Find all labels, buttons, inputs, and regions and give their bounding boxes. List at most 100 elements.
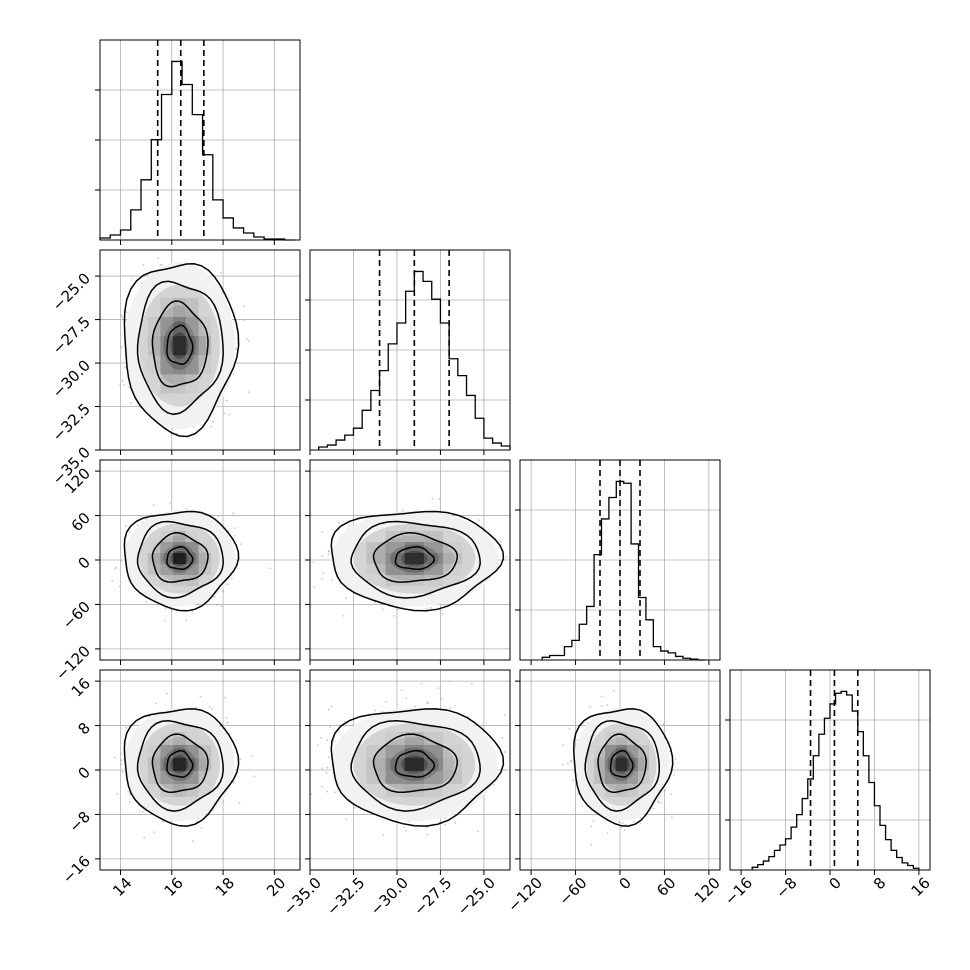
sample-point: [185, 507, 188, 510]
sample-point: [431, 497, 434, 500]
sample-point: [668, 750, 671, 752]
density-bin: [626, 731, 638, 745]
density-bin: [366, 553, 386, 565]
sample-point: [226, 583, 229, 586]
y-tick-label: −25.0: [49, 269, 94, 314]
sample-point: [353, 807, 356, 809]
sample-point: [439, 609, 442, 612]
x-tick-label: −32.5: [323, 874, 368, 919]
density-bin: [385, 770, 405, 784]
sample-point: [223, 412, 226, 415]
contour-line: [123, 708, 240, 827]
scatter-panel: [519, 669, 721, 871]
sample-point: [562, 744, 564, 746]
sample-point: [156, 257, 159, 260]
density-bin: [366, 757, 386, 771]
sample-point: [213, 596, 216, 598]
sample-point: [233, 527, 236, 529]
sample-point: [233, 534, 236, 537]
sample-point: [139, 515, 142, 518]
density-bin: [423, 542, 444, 554]
sample-point: [113, 756, 116, 759]
x-tick-label: 18: [212, 874, 238, 900]
density-bin: [185, 783, 199, 797]
sample-point: [441, 613, 444, 615]
sample-point: [125, 311, 128, 313]
y-tick-label: 0: [75, 553, 94, 572]
contour-line: [136, 720, 224, 812]
density-bin: [147, 542, 161, 554]
sample-point: [118, 585, 121, 588]
sample-point: [403, 826, 405, 829]
sample-point: [161, 821, 164, 823]
density-bin: [185, 374, 199, 394]
y-tick-label: 16: [68, 674, 94, 700]
x-tick-label: −120: [504, 874, 546, 916]
histogram-panel: [515, 459, 721, 661]
sample-point: [402, 509, 404, 511]
sample-point: [153, 831, 156, 834]
sample-point: [191, 610, 194, 613]
sample-point: [493, 783, 495, 786]
sample-point: [210, 240, 212, 242]
density-bin: [185, 355, 199, 375]
sample-point: [195, 706, 198, 709]
density-bin: [185, 316, 199, 337]
sample-point: [120, 560, 122, 563]
x-tick-label: −27.5: [410, 874, 455, 919]
sample-point: [670, 793, 673, 795]
sample-point: [405, 829, 407, 832]
density-bin: [366, 770, 386, 784]
density-bin: [160, 744, 174, 758]
sample-point: [321, 578, 324, 580]
sample-point: [590, 843, 593, 846]
sample-point: [220, 271, 223, 274]
sample-point: [233, 781, 235, 784]
sample-point: [326, 790, 329, 793]
density-bin: [385, 783, 405, 797]
sample-point: [405, 697, 408, 700]
sample-point: [141, 810, 144, 813]
density-bin: [147, 564, 161, 576]
sample-point: [660, 802, 663, 804]
scatter-panel: [309, 669, 511, 871]
density-bin: [423, 770, 444, 784]
density-bin: [443, 757, 463, 771]
sample-point: [120, 759, 123, 761]
density-bin: [160, 374, 174, 394]
sample-point: [670, 816, 673, 819]
density-bin: [626, 744, 638, 758]
sample-point: [208, 706, 211, 708]
sample-point: [373, 601, 376, 604]
x-tick-label: 16: [908, 874, 934, 900]
x-tick-label: 0: [616, 874, 635, 893]
y-tick-label: 8: [75, 719, 94, 738]
x-tick-label: 0: [826, 874, 845, 893]
sample-point: [119, 752, 122, 755]
density-bin: [385, 542, 405, 554]
sample-point: [322, 572, 325, 575]
contour-line: [609, 749, 634, 778]
density-bin: [404, 757, 424, 771]
x-tick-label: −16: [721, 874, 756, 909]
density-bin: [198, 553, 212, 565]
sample-point: [125, 726, 128, 729]
contour-line: [123, 510, 240, 612]
sample-point: [325, 772, 328, 774]
density-bin: [443, 553, 463, 565]
sample-point: [200, 245, 202, 247]
density-bin: [160, 770, 174, 784]
contour-line: [136, 520, 224, 599]
sample-point: [120, 314, 123, 317]
sample-point: [590, 825, 592, 828]
sample-point: [330, 705, 333, 708]
sample-point: [312, 561, 315, 564]
density-bin: [366, 542, 386, 554]
sample-point: [657, 801, 660, 804]
sample-point: [581, 805, 584, 807]
density-bin: [637, 757, 649, 771]
sample-point: [639, 822, 642, 825]
sample-point: [245, 338, 248, 340]
density-bin: [185, 542, 199, 554]
